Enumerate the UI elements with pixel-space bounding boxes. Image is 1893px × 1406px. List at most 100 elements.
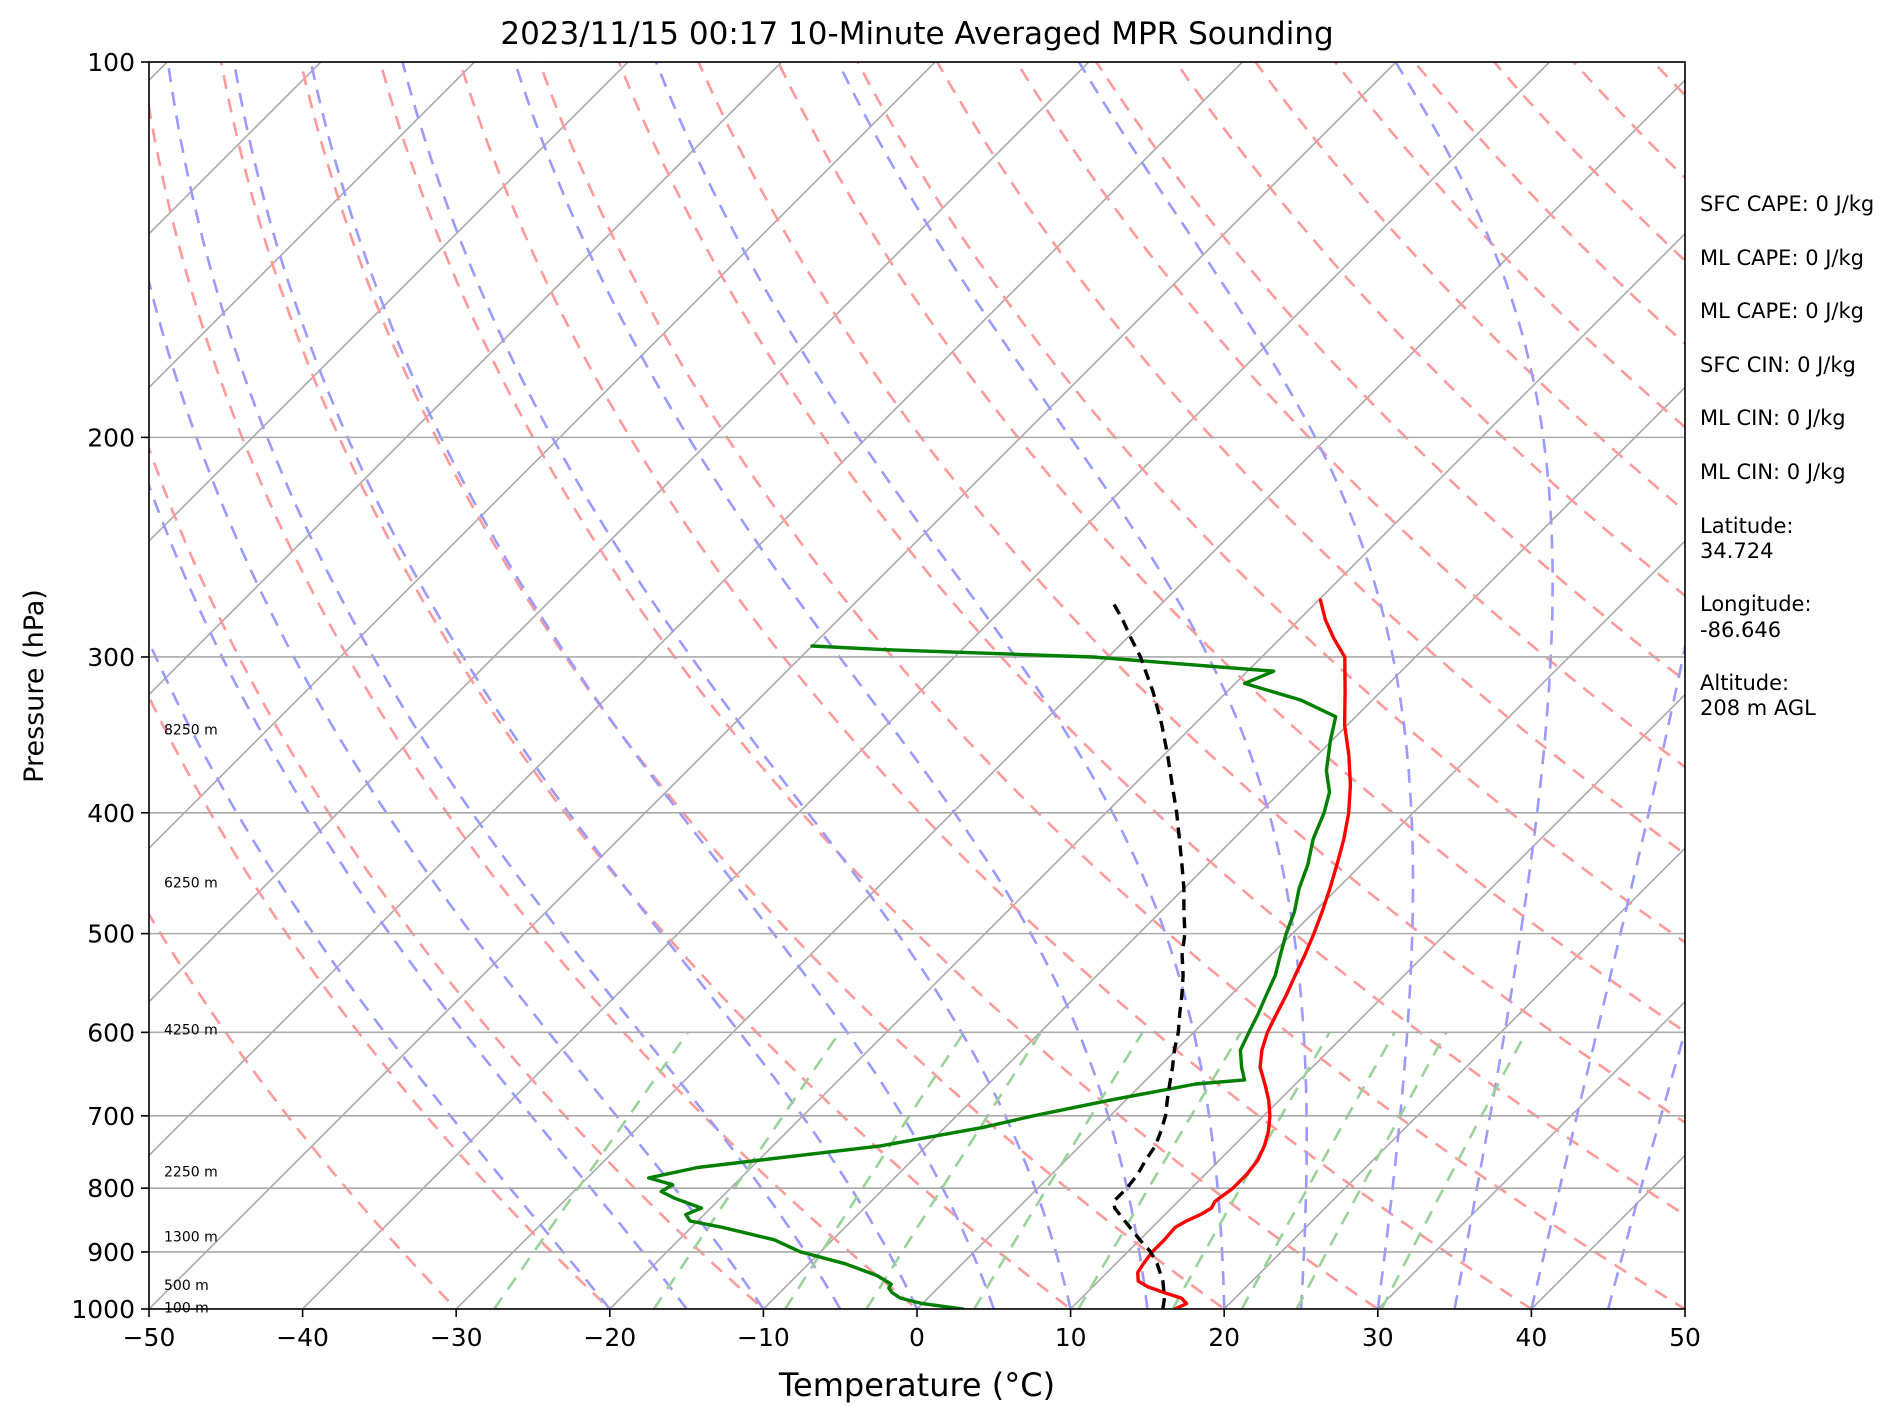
isotherm-line	[1223, 847, 1685, 1309]
y-tick-label: 400	[87, 799, 135, 828]
x-axis-ticks: −50 −40 −30 −20 −10 0 10 20 30 40 50	[123, 1309, 1701, 1352]
isotherm-line	[301, 62, 1551, 1309]
latitude-label: Latitude:	[1700, 514, 1794, 538]
dry-adiabat-line	[149, 694, 612, 1309]
x-tick-label: 20	[1208, 1323, 1240, 1352]
dry-adiabat-line	[1094, 62, 1685, 683]
mixing-ratio-line	[1295, 1031, 1448, 1309]
x-axis-title: Temperature (°C)	[778, 1366, 1055, 1404]
height-labels: 8250 m 6250 m 4250 m 2250 m 1300 m 500 m 100 m	[164, 723, 218, 1317]
mixing-ratio-line	[1240, 1031, 1396, 1309]
dry-adiabat-line	[299, 62, 1227, 1309]
sounding-profiles	[647, 598, 1353, 1309]
isotherm-line	[915, 539, 1685, 1309]
altitude-value: 208 m AGL	[1700, 696, 1816, 720]
y-tick-label: 100	[87, 48, 135, 77]
x-tick-label: −50	[123, 1323, 176, 1352]
isotherm-line	[149, 62, 476, 389]
mixing-ratio-line	[493, 1031, 689, 1309]
y-axis-ticks: 100 200 300 400 500 600 700 800 900 1000	[71, 48, 149, 1324]
height-label: 2250 m	[164, 1165, 218, 1181]
isotherm-line	[149, 62, 1398, 1309]
stat-ml-cin-2: ML CIN: 0 J/kg	[1700, 460, 1846, 484]
dry-adiabat-line	[458, 62, 1534, 1309]
dry-adiabat-line	[1492, 62, 1685, 263]
moist-adiabat-line	[166, 62, 842, 1309]
chart-title: 2023/11/15 00:17 10-Minute Averaged MPR …	[500, 16, 1333, 52]
isotherm-line	[608, 232, 1685, 1309]
moist-adiabat-line	[149, 638, 611, 1309]
moist-adiabat-line	[513, 62, 1149, 1309]
dry-adiabat-line	[378, 62, 1381, 1309]
dry-adiabat-line	[149, 911, 459, 1309]
mixing-ratio-line	[865, 1031, 1042, 1309]
isotherm-line	[149, 62, 1090, 1003]
height-label: 500 m	[164, 1278, 209, 1294]
latitude-value: 34.724	[1700, 539, 1773, 563]
moist-adiabat-line	[1394, 62, 1554, 1309]
moist-adiabat-line	[1077, 62, 1415, 1309]
dry-adiabat-line	[149, 100, 920, 1309]
parcel-profile	[1110, 599, 1187, 1309]
stat-sfc-cape: SFC CAPE: 0 J/kg	[1700, 192, 1874, 216]
y-tick-label: 300	[87, 643, 135, 672]
moist-adiabat-line	[309, 62, 996, 1309]
isotherm-line	[149, 62, 630, 543]
y-tick-label: 1000	[71, 1295, 135, 1324]
stats-panel: SFC CAPE: 0 J/kg ML CAPE: 0 J/kg ML CAPE…	[1700, 192, 1874, 720]
longitude-value: -86.646	[1700, 618, 1781, 642]
longitude-label: Longitude:	[1700, 592, 1812, 616]
x-tick-label: 50	[1669, 1323, 1701, 1352]
y-tick-label: 900	[87, 1238, 135, 1267]
height-label: 8250 m	[164, 723, 218, 739]
moist-adiabat-line	[836, 62, 1308, 1309]
isotherm-line	[149, 62, 937, 850]
y-axis-title: Pressure (hPa)	[19, 589, 50, 783]
x-tick-label: 40	[1515, 1323, 1547, 1352]
dry-adiabat-line	[219, 62, 1073, 1309]
x-tick-label: −30	[430, 1323, 483, 1352]
dry-adiabat-line	[697, 62, 1685, 1125]
height-label: 4250 m	[164, 1023, 218, 1039]
isotherm-line	[1376, 1000, 1685, 1309]
x-tick-label: −40	[276, 1323, 329, 1352]
isotherm-line	[1530, 1154, 1685, 1309]
isotherm-line	[455, 79, 1685, 1309]
moist-adiabat-line	[149, 276, 765, 1309]
y-tick-label: 500	[87, 920, 135, 949]
moist-adiabat-line	[149, 481, 688, 1309]
isotherm-line	[149, 62, 783, 696]
y-tick-label: 200	[87, 423, 135, 452]
dry-adiabat-line	[1333, 62, 1685, 429]
temperature-profile	[1136, 598, 1353, 1309]
x-tick-label: 0	[909, 1323, 925, 1352]
mixing-ratio-line	[1171, 1031, 1331, 1309]
isotherm-line	[149, 62, 1244, 1157]
isotherm-line	[1069, 693, 1685, 1309]
height-label: 6250 m	[164, 876, 218, 892]
x-tick-label: −20	[583, 1323, 636, 1352]
moist-adiabat-line	[232, 62, 919, 1309]
x-tick-label: 30	[1362, 1323, 1394, 1352]
stat-ml-cape: ML CAPE: 0 J/kg	[1700, 246, 1864, 270]
y-tick-label: 800	[87, 1174, 135, 1203]
isotherm-line	[762, 386, 1685, 1309]
mixing-ratio-line	[1380, 1031, 1528, 1309]
stat-ml-cin: ML CIN: 0 J/kg	[1700, 406, 1846, 430]
altitude-label: Altitude:	[1700, 671, 1789, 695]
height-label: 1300 m	[164, 1230, 218, 1246]
height-label: 100 m	[164, 1300, 209, 1316]
y-tick-label: 600	[87, 1018, 135, 1047]
moist-adiabat-line	[401, 62, 1072, 1309]
stat-ml-cape-2: ML CAPE: 0 J/kg	[1700, 299, 1864, 323]
dewpoint-profile	[647, 644, 1338, 1309]
x-tick-label: 10	[1055, 1323, 1087, 1352]
moist-adiabat-line	[654, 62, 1226, 1309]
stat-sfc-cin: SFC CIN: 0 J/kg	[1700, 353, 1856, 377]
x-tick-label: −10	[737, 1323, 790, 1352]
dry-adiabat-line	[149, 444, 766, 1309]
pressure-grid	[149, 62, 1685, 1309]
y-tick-label: 700	[87, 1102, 135, 1131]
dry-adiabat-line	[935, 62, 1685, 856]
